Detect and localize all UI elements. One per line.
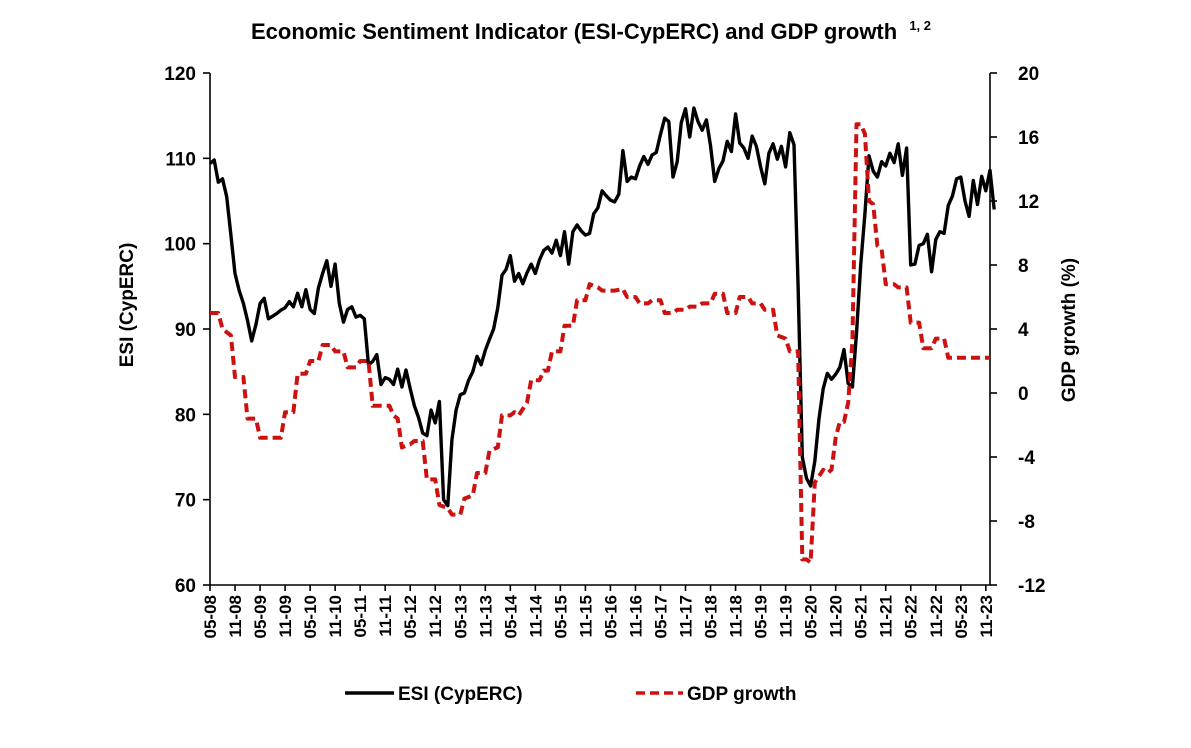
y-right-tick-label: 16 <box>1018 128 1039 149</box>
x-tick-label: 05-11 <box>351 595 370 638</box>
x-tick-label: 05-19 <box>752 595 771 638</box>
x-tick-label: 11-09 <box>276 595 295 638</box>
series-layer <box>208 106 996 565</box>
x-tick-label: 05-15 <box>551 595 570 638</box>
x-tick-label: 11-17 <box>677 595 696 638</box>
x-tick-label: 05-21 <box>852 595 871 638</box>
y-right-tick-label: 0 <box>1018 384 1029 405</box>
x-tick-label: 11-22 <box>927 595 946 638</box>
x-tick-label: 11-14 <box>526 594 545 637</box>
y-left-tick-label: 60 <box>175 576 196 597</box>
y-left-tick-label: 90 <box>175 320 196 341</box>
y-right-tick-label: 4 <box>1018 320 1029 341</box>
x-tick-label: 05-16 <box>601 595 620 638</box>
x-tick-label: 11-13 <box>476 595 495 638</box>
y-left-axis-title: ESI (CypERC) <box>117 243 138 368</box>
chart-title-superscript: 1, 2 <box>909 18 931 33</box>
x-tick-label: 11-20 <box>827 595 846 638</box>
x-tick-label: 05-17 <box>651 595 670 638</box>
y-left-tick-label: 70 <box>175 491 196 512</box>
x-tick-label: 11-15 <box>576 595 595 638</box>
series-line-gdp-growth <box>210 122 990 565</box>
x-tick-label: 05-20 <box>802 595 821 638</box>
x-tick-label: 11-08 <box>226 595 245 638</box>
x-tick-label: 11-23 <box>977 595 996 638</box>
x-tick-label: 11-12 <box>426 595 445 638</box>
y-right-axis-title: GDP growth (%) <box>1059 258 1080 402</box>
x-tick-label: 11-21 <box>877 595 896 638</box>
y-right-tick-label: -8 <box>1018 512 1035 533</box>
x-tick-label: 05-23 <box>952 595 971 638</box>
legend: ESI (CypERC) GDP growth <box>345 684 796 705</box>
chart-title: Economic Sentiment Indicator (ESI-CypERC… <box>251 18 931 44</box>
y-right-tick-label: 12 <box>1018 192 1039 213</box>
x-tick-label: 05-10 <box>301 595 320 638</box>
y-left-tick-label: 110 <box>165 149 196 170</box>
series-line-esi <box>208 106 996 508</box>
legend-label-gdp: GDP growth <box>687 684 796 705</box>
x-tick-label: 05-12 <box>401 595 420 638</box>
x-tick-label: 11-11 <box>376 595 395 637</box>
y-right-tick-label: 20 <box>1018 64 1039 85</box>
x-tick-label: 05-09 <box>251 595 270 638</box>
axes: 60 70 80 90 100 110 120 -12 -8 -4 0 4 8 12 16 20 05-08 11… <box>164 64 1045 638</box>
y-right-tick-label: -4 <box>1018 448 1035 469</box>
x-tick-label: 11-18 <box>727 595 746 638</box>
x-tick-label: 05-08 <box>201 595 220 638</box>
x-tick-label: 05-14 <box>501 594 520 638</box>
x-tick-label: 05-18 <box>702 595 721 638</box>
y-left-tick-label: 120 <box>164 64 196 85</box>
chart-title-main: Economic Sentiment Indicator (ESI-CypERC… <box>251 19 897 44</box>
y-left-tick-label: 100 <box>164 235 196 256</box>
x-tick-label: 05-13 <box>451 595 470 638</box>
y-right-tick-label: 8 <box>1018 256 1029 277</box>
legend-label-esi: ESI (CypERC) <box>398 684 523 705</box>
x-tick-label: 11-19 <box>777 595 796 638</box>
x-tick-label: 05-22 <box>902 595 921 638</box>
x-tick-label: 11-10 <box>326 595 345 638</box>
y-left-tick-label: 80 <box>175 405 196 426</box>
x-tick-label: 11-16 <box>626 595 645 638</box>
y-right-tick-label: -12 <box>1018 576 1045 597</box>
